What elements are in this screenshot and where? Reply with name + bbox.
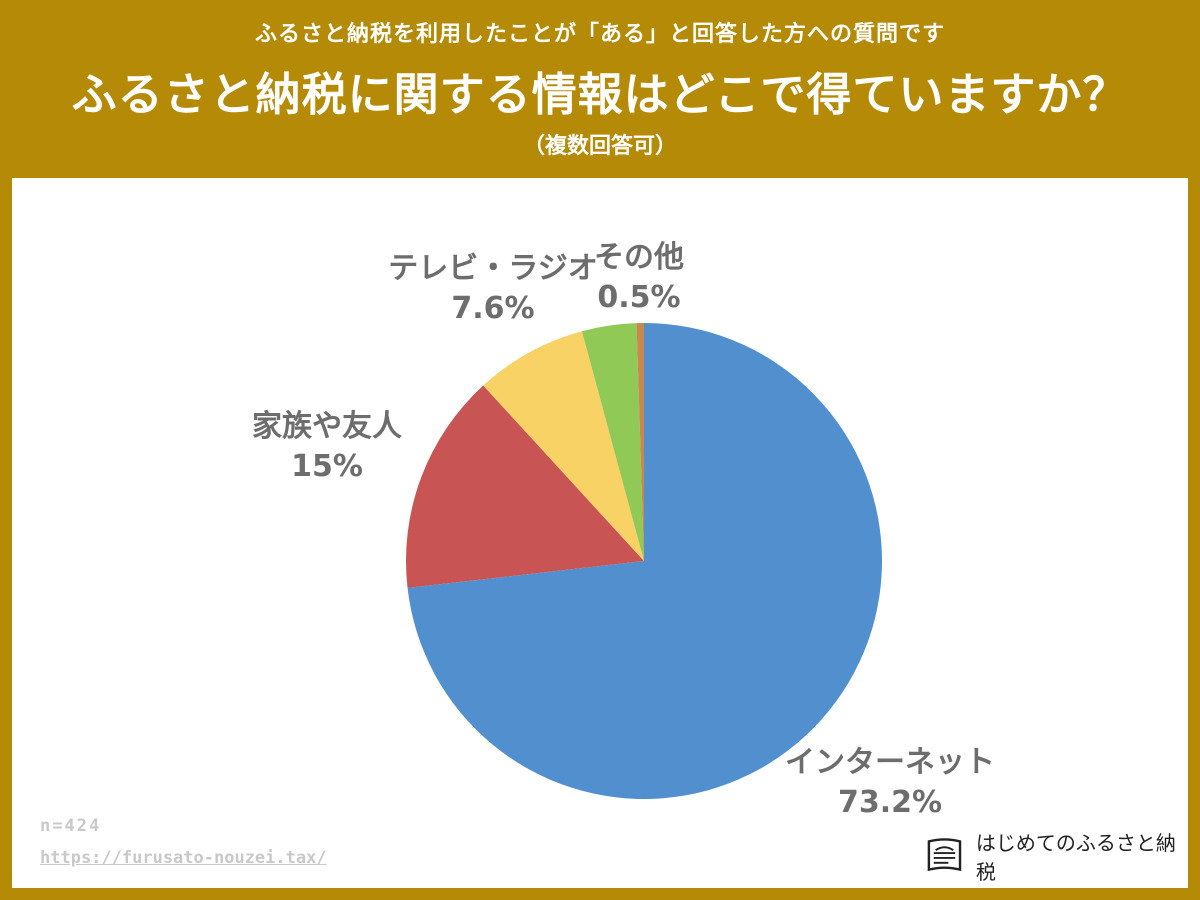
slice-label-2: 家族や友人 — [252, 409, 402, 444]
pie-slice-1 — [407, 323, 883, 799]
source-url[interactable]: https://furusato-nouzei.tax/ — [40, 848, 327, 868]
pie-slice-2 — [406, 385, 644, 588]
chart-title: ふるさと納税に関する情報はどこで得ていますか？ — [71, 68, 1129, 121]
brand-logo: はじめてのふるさと納税 — [925, 831, 1190, 884]
slice-value-3: 7.6% — [451, 291, 534, 326]
slice-value-1: 73.2% — [838, 785, 942, 820]
pie-slice-5 — [636, 323, 644, 561]
slice-label-3: テレビ・ラジオ — [388, 251, 597, 286]
slice-value-2: 15% — [291, 449, 363, 484]
sample-size: n=424 — [40, 816, 102, 836]
pie-slice-4 — [581, 323, 644, 561]
slice-value-5: 0.5% — [597, 280, 680, 315]
brand-name: はじめてのふるさと納税 — [975, 831, 1176, 884]
chart-subtitle: ふるさと納税を利用したことが「ある」と回答した方への質問です — [254, 22, 945, 47]
header: ふるさと納税を利用したことが「ある」と回答した方への質問です ふるさと納税に関す… — [0, 0, 1200, 178]
chart-note: （複数回答可） — [522, 134, 677, 159]
pie-slice-3 — [483, 331, 644, 561]
slice-label-5: その他 — [594, 240, 684, 275]
book-icon — [927, 838, 962, 872]
slice-label-1: インターネット — [785, 745, 995, 780]
